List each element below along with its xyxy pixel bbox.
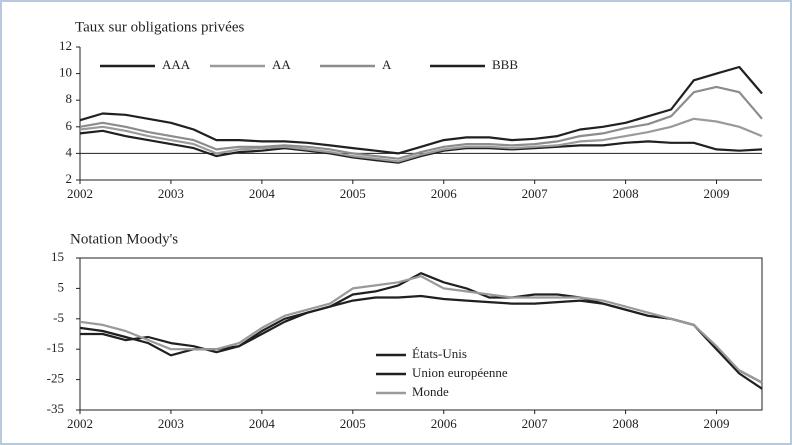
x-tick-label: 2004 [249,186,276,201]
x-tick-label: 2005 [340,186,366,201]
legend-label: BBB [492,57,518,72]
y-tick-label: -35 [47,401,64,416]
series-line [79,65,763,155]
x-tick-label: 2008 [613,416,639,431]
x-tick-label: 2007 [522,416,549,431]
y-tick-label: 8 [66,91,73,106]
chart-title: Taux sur obligations privées [75,19,244,35]
y-tick-label: -5 [53,310,64,325]
y-tick-label: -25 [47,371,64,386]
x-tick-label: 2003 [158,186,184,201]
x-tick-label: 2004 [249,416,276,431]
legend-label: Monde [412,384,449,399]
x-tick-label: 2006 [431,186,458,201]
legend-label: Union européenne [412,365,508,380]
series-line [79,117,763,163]
x-tick-label: 2005 [340,416,366,431]
x-tick-label: 2002 [67,186,93,201]
series-line [79,85,763,160]
x-tick-label: 2008 [613,186,639,201]
legend-label: AA [272,57,291,72]
x-tick-label: 2009 [704,416,730,431]
y-tick-label: 10 [59,65,72,80]
series-line [80,294,763,384]
y-tick-label: 4 [66,144,73,159]
x-tick-label: 2009 [704,186,730,201]
x-tick-label: 2003 [158,416,184,431]
y-tick-label: 12 [59,38,72,53]
x-tick-label: 2002 [67,416,93,431]
chart-title: Notation Moody's [70,231,178,247]
legend-label: AAA [162,57,191,72]
series-line [79,275,763,384]
y-tick-label: 15 [51,249,64,264]
legend-label: États-Unis [412,346,467,361]
x-tick-label: 2007 [522,186,549,201]
y-tick-label: 6 [66,118,73,133]
legend-label: A [382,57,392,72]
y-tick-label: 5 [58,279,65,294]
series-line [79,129,763,164]
y-tick-label: -15 [47,340,64,355]
y-tick-label: 2 [66,171,73,186]
x-tick-label: 2006 [431,416,458,431]
